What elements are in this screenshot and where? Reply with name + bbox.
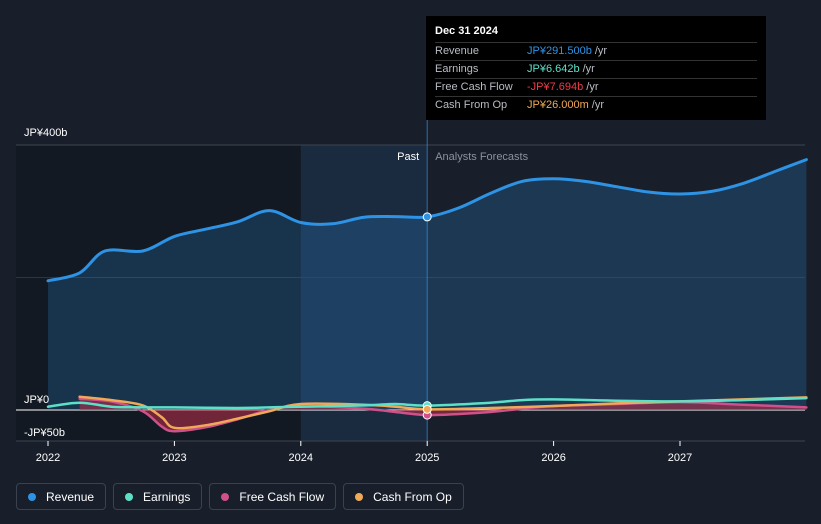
x-tick-label: 2022 bbox=[36, 452, 60, 464]
series-line-cash-from-op bbox=[78, 395, 808, 430]
legend-item-earnings[interactable]: Earnings bbox=[113, 483, 203, 510]
hover-markers bbox=[422, 212, 432, 420]
y-axis-label-zero: JP¥0 bbox=[24, 394, 49, 406]
marker-revenue bbox=[422, 212, 432, 222]
marker-cash-from-op bbox=[422, 404, 432, 414]
highlight-region-background bbox=[300, 145, 428, 441]
tooltip-value: JP¥26.000m bbox=[527, 99, 589, 111]
tooltip: Dec 31 2024 Revenue JP¥291.500b /yr Earn… bbox=[426, 16, 766, 120]
tooltip-value: JP¥291.500b bbox=[527, 45, 592, 57]
series-line-earnings bbox=[46, 396, 808, 410]
tooltip-row-cash-from-op: Cash From Op JP¥26.000m /yr bbox=[435, 97, 757, 114]
free-cash-flow-dot-icon bbox=[221, 492, 230, 501]
earnings-dot-icon bbox=[125, 492, 134, 501]
x-axis-ticks: 2022 2023 2024 2025 2026 2027 bbox=[36, 441, 692, 464]
revenue-dot-icon bbox=[28, 492, 36, 501]
tooltip-label: Earnings bbox=[435, 63, 479, 75]
legend-item-cash-from-op[interactable]: Cash From Op bbox=[343, 483, 464, 510]
x-tick-label: 2027 bbox=[668, 452, 692, 464]
tooltip-date: Dec 31 2024 bbox=[435, 24, 757, 43]
cash-from-op-dot-icon bbox=[355, 492, 364, 501]
tooltip-value: -JP¥7.694b bbox=[527, 81, 584, 93]
legend: Revenue Earnings Free Cash Flow Cash Fro… bbox=[16, 483, 464, 510]
x-tick-label: 2025 bbox=[415, 452, 439, 464]
x-tick-label: 2023 bbox=[162, 452, 186, 464]
legend-label: Cash From Op bbox=[373, 489, 452, 504]
tooltip-unit: /yr bbox=[591, 99, 604, 111]
tooltip-value: JP¥6.642b bbox=[527, 63, 580, 75]
x-tick-label: 2024 bbox=[289, 452, 313, 464]
y-axis-label-bottom: -JP¥50b bbox=[24, 427, 65, 439]
x-tick-label: 2026 bbox=[541, 452, 565, 464]
forecast-label: Analysts Forecasts bbox=[435, 151, 528, 163]
tooltip-row-free-cash-flow: Free Cash Flow -JP¥7.694b /yr bbox=[435, 79, 757, 97]
legend-label: Free Cash Flow bbox=[239, 489, 325, 504]
tooltip-row-revenue: Revenue JP¥291.500b /yr bbox=[435, 43, 757, 61]
tooltip-label: Cash From Op bbox=[435, 99, 508, 111]
tooltip-label: Revenue bbox=[435, 45, 480, 57]
legend-label: Earnings bbox=[143, 489, 191, 504]
tooltip-row-earnings: Earnings JP¥6.642b /yr bbox=[435, 61, 757, 79]
legend-item-free-cash-flow[interactable]: Free Cash Flow bbox=[209, 483, 337, 510]
tooltip-unit: /yr bbox=[594, 45, 608, 57]
tooltip-label: Free Cash Flow bbox=[435, 81, 513, 93]
past-label: Past bbox=[397, 151, 419, 163]
tooltip-unit: /yr bbox=[582, 63, 595, 75]
series-area-free-cash-flow bbox=[79, 398, 807, 432]
y-axis-label-top: JP¥400b bbox=[24, 127, 67, 139]
tooltip-unit: /yr bbox=[586, 81, 599, 93]
legend-label: Revenue bbox=[46, 489, 95, 504]
legend-item-revenue[interactable]: Revenue bbox=[16, 483, 107, 510]
